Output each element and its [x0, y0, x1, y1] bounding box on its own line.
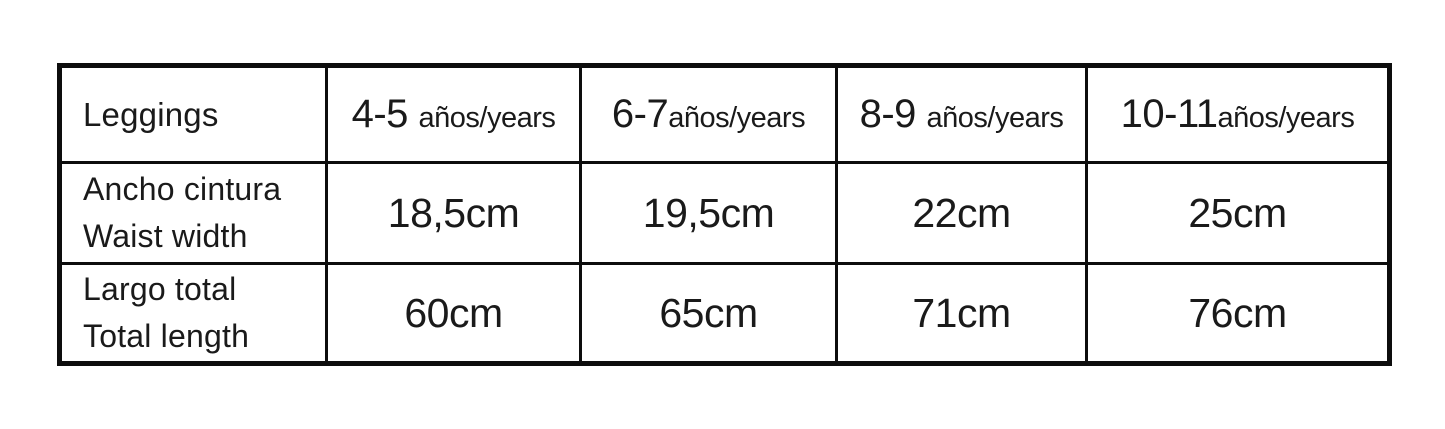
size-header-10-11: 10-11años/years	[1085, 64, 1391, 164]
product-name-label: Leggings	[83, 95, 219, 133]
waist-width-value-6-7: 19,5cm	[579, 161, 838, 265]
total-length-label-cell: Largo total Total length	[58, 262, 328, 365]
total-length-row: Largo total Total length 60cm 65cm 71cm …	[58, 262, 1391, 365]
size-header-8-9: 8-9 años/years	[835, 64, 1088, 164]
header-row: Leggings 4-5 años/years 6-7años/years 8-…	[58, 64, 1391, 164]
size-unit-label: años/years	[418, 102, 556, 134]
row-label-en: Total length	[83, 318, 250, 354]
size-header-4-5: 4-5 años/years	[325, 64, 582, 164]
waist-width-value-4-5: 18,5cm	[325, 161, 582, 265]
size-chart-table: Leggings 4-5 años/years 6-7años/years 8-…	[57, 63, 1392, 366]
waist-width-value-10-11: 25cm	[1085, 161, 1391, 265]
size-header-6-7: 6-7años/years	[579, 64, 838, 164]
total-length-value-10-11: 76cm	[1085, 262, 1391, 365]
size-unit-label: años/years	[668, 102, 806, 134]
size-range-label: 10-11	[1120, 92, 1218, 136]
row-label-es: Largo total	[83, 271, 237, 307]
size-range-label: 8-9	[859, 92, 927, 136]
size-range-label: 4-5	[351, 92, 419, 136]
waist-width-row: Ancho cintura Waist width 18,5cm 19,5cm …	[58, 161, 1391, 265]
size-range-label: 6-7	[611, 92, 669, 136]
total-length-value-8-9: 71cm	[835, 262, 1088, 365]
row-label-en: Waist width	[83, 218, 248, 254]
total-length-value-4-5: 60cm	[325, 262, 582, 365]
product-name-cell: Leggings	[58, 64, 328, 164]
row-label-es: Ancho cintura	[83, 171, 282, 207]
waist-width-label-cell: Ancho cintura Waist width	[58, 161, 328, 265]
total-length-value-6-7: 65cm	[579, 262, 838, 365]
size-unit-label: años/years	[926, 102, 1064, 134]
size-unit-label: años/years	[1217, 102, 1355, 134]
waist-width-value-8-9: 22cm	[835, 161, 1088, 265]
